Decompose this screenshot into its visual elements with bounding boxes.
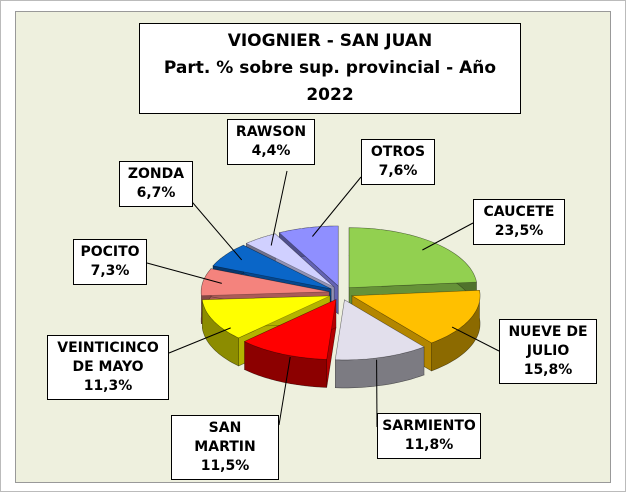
label-value: 6,7% (124, 184, 188, 203)
title-box: VIOGNIER - SAN JUAN Part. % sobre sup. p… (139, 23, 521, 114)
leader-line (422, 223, 473, 250)
chart-title: VIOGNIER - SAN JUAN (144, 28, 516, 55)
label-name: RAWSON (232, 123, 310, 142)
label-value: 15,8% (504, 361, 592, 380)
label-value: 23,5% (478, 222, 560, 241)
label-name: NUEVE DE JULIO (504, 323, 592, 361)
label-name: CAUCETE (478, 203, 560, 222)
chart-subtitle: Part. % sobre sup. provincial - Año 2022 (144, 55, 516, 109)
label-name: ZONDA (124, 165, 188, 184)
label-value: 11,5% (176, 457, 274, 476)
label-value: 4,4% (232, 142, 310, 161)
label-value: 11,8% (382, 436, 476, 455)
label-name: OTROS (366, 143, 430, 162)
label-name: POCITO (78, 243, 142, 262)
label-name: SARMIENTO (382, 417, 476, 436)
label-value: 11,3% (52, 377, 164, 396)
slice (349, 228, 476, 288)
label-name: VEINTICINCO DE MAYO (52, 339, 164, 377)
label-value: 7,6% (366, 162, 430, 181)
label-name: SAN MARTIN (176, 419, 274, 457)
label-value: 7,3% (78, 262, 142, 281)
